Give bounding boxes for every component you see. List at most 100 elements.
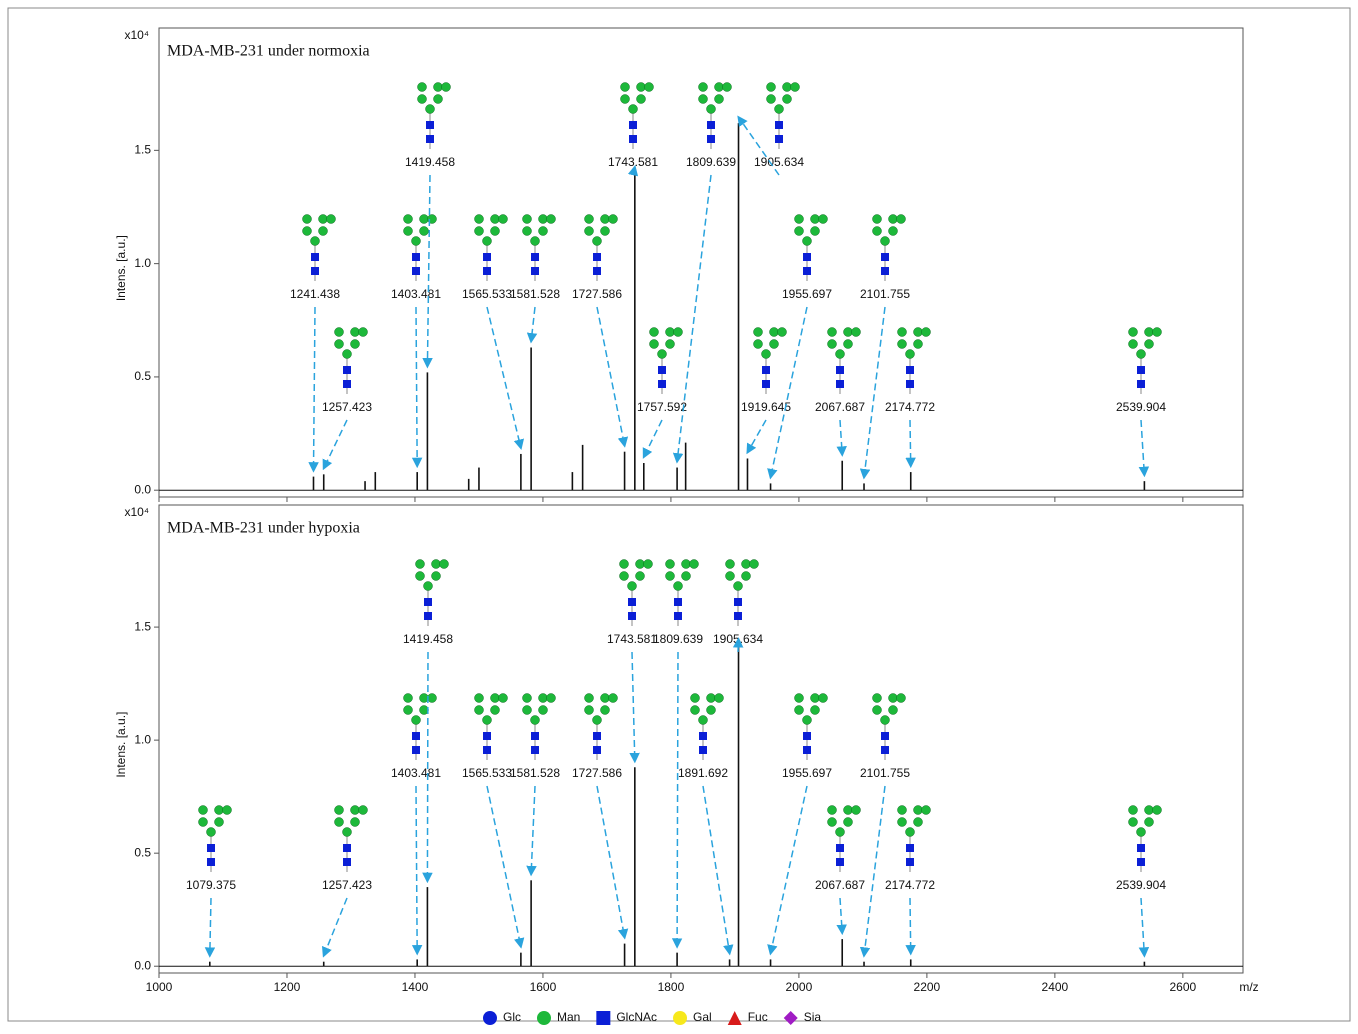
- glycan-mannose: [666, 328, 675, 337]
- glycan-glcnac: [881, 746, 889, 754]
- glycan-glcnac: [531, 253, 539, 261]
- figure-border: [8, 8, 1350, 1021]
- glycan-mannose: [819, 215, 828, 224]
- glycan-mannose: [658, 350, 667, 359]
- glycan-glcnac: [699, 732, 707, 740]
- glycan-mannose: [601, 694, 610, 703]
- glycan-mannose: [637, 83, 646, 92]
- legend-label: Sia: [804, 1010, 822, 1024]
- glycan-glcnac: [483, 732, 491, 740]
- legend-label: Man: [557, 1010, 580, 1024]
- peak-label: 2539.904: [1116, 878, 1166, 892]
- glycan-glcnac: [412, 253, 420, 261]
- glycan-mannose: [547, 215, 556, 224]
- annotation-arrow: [313, 307, 315, 471]
- glycan-glcnac: [207, 858, 215, 866]
- glycan-glcnac: [628, 598, 636, 606]
- glycan-mannose: [475, 706, 484, 715]
- peak-label: 2067.687: [815, 400, 865, 414]
- glycan-glcnac: [803, 746, 811, 754]
- glycan-mannose: [795, 694, 804, 703]
- glycan-mannose: [828, 818, 837, 827]
- glycan-mannose: [319, 227, 328, 236]
- annotation-arrow: [210, 898, 211, 956]
- annotation-arrow: [644, 420, 662, 457]
- annotation-arrow: [416, 786, 417, 953]
- glycan-mannose: [873, 227, 882, 236]
- glycan-mannose: [539, 694, 548, 703]
- glycan-mannose: [303, 215, 312, 224]
- peak-label: 1565.533: [462, 287, 512, 301]
- glycan-glcnac: [762, 380, 770, 388]
- glycan-glcnac: [881, 732, 889, 740]
- legend-symbol: [784, 1011, 798, 1025]
- glycan-mannose: [404, 694, 413, 703]
- glycan-mannose: [897, 694, 906, 703]
- glycan-mannose: [343, 350, 352, 359]
- annotation-arrow: [840, 898, 842, 933]
- glycan-glcnac: [803, 253, 811, 261]
- glycan-mannose: [621, 83, 630, 92]
- glycan-mannose: [715, 83, 724, 92]
- annotation-arrow: [1141, 898, 1144, 956]
- annotation-arrow: [1141, 420, 1144, 475]
- glycan-mannose: [335, 818, 344, 827]
- glycan-glcnac: [483, 746, 491, 754]
- legend-symbol: [596, 1011, 610, 1025]
- glycan-glcnac: [707, 135, 715, 143]
- annotation-arrow: [324, 420, 347, 468]
- glycan-glcnac: [674, 612, 682, 620]
- glycan-glcnac: [1137, 844, 1145, 852]
- annotation-arrow: [910, 420, 911, 466]
- peak-label: 1419.458: [405, 155, 455, 169]
- glycan-mannose: [898, 340, 907, 349]
- glycan-mannose: [426, 105, 435, 114]
- glycan-mannose: [601, 227, 610, 236]
- glycan-mannose: [223, 806, 232, 815]
- glycan-mannose: [523, 694, 532, 703]
- glycan-mannose: [335, 340, 344, 349]
- glycan-glcnac: [803, 267, 811, 275]
- glycan-mannose: [906, 828, 915, 837]
- glycan-mannose: [666, 572, 675, 581]
- glycan-mannose: [424, 582, 433, 591]
- glycan-mannose: [432, 560, 441, 569]
- glycan-mannose: [1153, 806, 1162, 815]
- annotation-arrow: [487, 307, 521, 448]
- glycan-mannose: [303, 227, 312, 236]
- annotation-arrow: [632, 652, 635, 761]
- glycan-mannose: [889, 215, 898, 224]
- glycan-mannose: [499, 694, 508, 703]
- glycan-mannose: [914, 806, 923, 815]
- glycan-mannose: [629, 105, 638, 114]
- glycan-mannose: [644, 560, 653, 569]
- glycan-glcnac: [906, 380, 914, 388]
- glycan-mannose: [621, 95, 630, 104]
- peak-label: 1919.645: [741, 400, 791, 414]
- glycan-mannose: [1129, 806, 1138, 815]
- glycan-glcnac: [699, 746, 707, 754]
- peak-label: 1955.697: [782, 287, 832, 301]
- glycan-mannose: [207, 828, 216, 837]
- glycan-mannose: [1129, 818, 1138, 827]
- annotation-arrow: [677, 652, 678, 947]
- x-tick-label: 1200: [274, 980, 301, 994]
- glycan-mannose: [442, 83, 451, 92]
- glycan-mannose: [523, 706, 532, 715]
- glycan-mannose: [547, 694, 556, 703]
- glycan-glcnac: [343, 858, 351, 866]
- glycan-mannose: [539, 227, 548, 236]
- peak-label: 1403.481: [391, 287, 441, 301]
- glycan-glcnac: [775, 121, 783, 129]
- legend-symbol: [483, 1011, 497, 1025]
- glycan-mannose: [873, 215, 882, 224]
- glycan-mannose: [593, 237, 602, 246]
- y-axis-label: Intens. [a.u.]: [114, 712, 128, 778]
- glycan-mannose: [881, 237, 890, 246]
- x-tick-label: 2200: [914, 980, 941, 994]
- glycan-glcnac: [412, 732, 420, 740]
- glycan-glcnac: [311, 267, 319, 275]
- glycan-mannose: [335, 806, 344, 815]
- annotation-arrow: [531, 307, 535, 341]
- peak-label: 1727.586: [572, 287, 622, 301]
